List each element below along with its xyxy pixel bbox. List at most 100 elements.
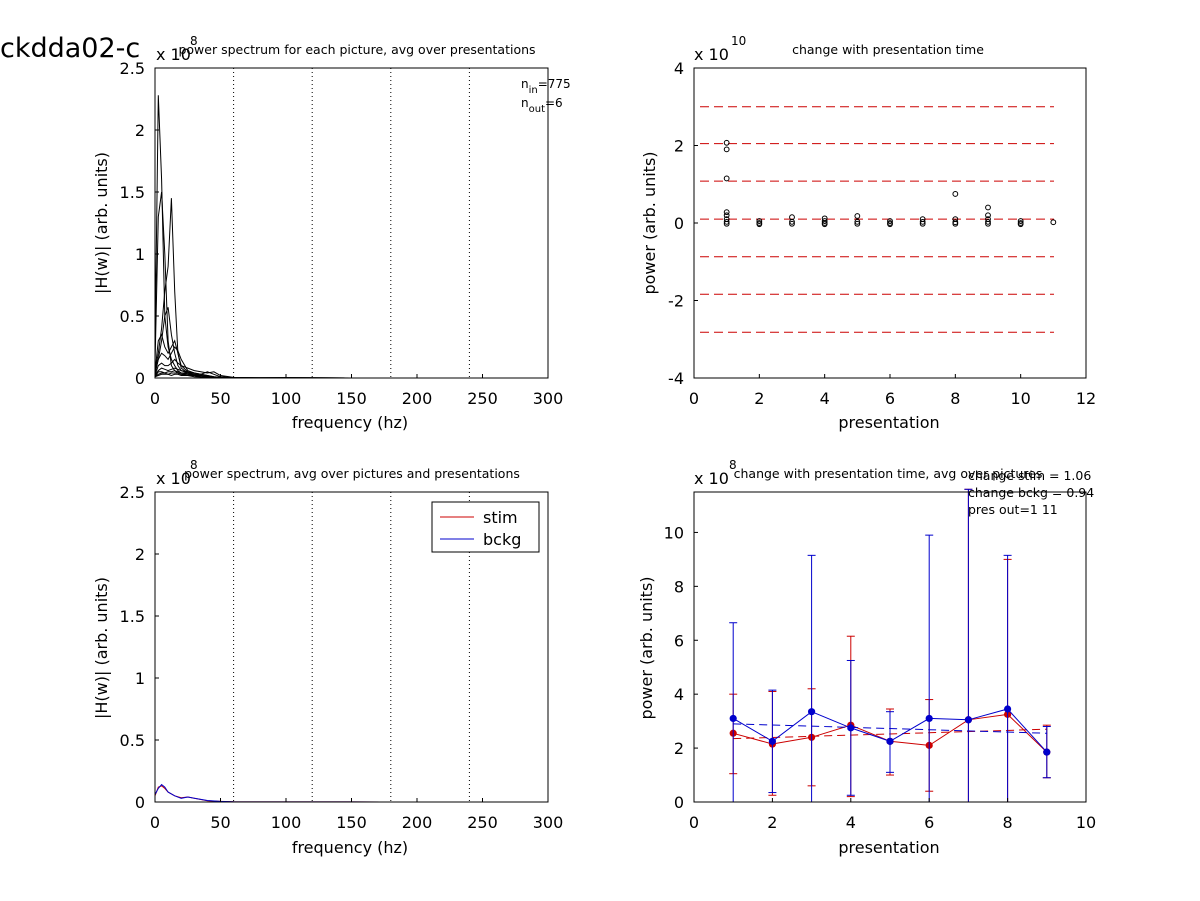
p4-mean-marker-bckg bbox=[1043, 748, 1051, 756]
p4-y-tick-label: 0 bbox=[674, 793, 684, 812]
p2-x-tick-label: 4 bbox=[820, 389, 830, 408]
p2-data-point bbox=[723, 175, 730, 182]
p1-n-in-subscript: in bbox=[529, 85, 538, 96]
p2-y-tick-label: -2 bbox=[668, 292, 684, 311]
p4-y-tick-label: 10 bbox=[664, 523, 684, 542]
p2-data-point bbox=[723, 212, 730, 219]
p4-mean-marker-bckg bbox=[886, 737, 894, 745]
p2-y-axis-label: power (arb. units) bbox=[640, 151, 659, 294]
p4-x-tick-label: 8 bbox=[1003, 813, 1013, 832]
p2-data-point bbox=[723, 139, 730, 146]
p3-y-tick-label: 1 bbox=[135, 669, 145, 688]
p3-x-tick-label: 250 bbox=[467, 813, 498, 832]
p3-x-tick-label: 150 bbox=[336, 813, 367, 832]
p1-x-tick-label: 100 bbox=[271, 389, 302, 408]
p3-legend-box bbox=[431, 501, 540, 553]
p1-x-tick-label: 300 bbox=[533, 389, 564, 408]
p2-data-point bbox=[789, 218, 795, 225]
p3-y-tick-label: 2.5 bbox=[120, 483, 145, 502]
p1-exponent-power: 8 bbox=[190, 34, 198, 48]
p1-y-tick-label: 0.5 bbox=[120, 307, 145, 326]
p1-n-out-label: n bbox=[521, 96, 529, 110]
p4-mean-marker-bckg bbox=[768, 737, 777, 745]
p1-x-ticks: 0 50 100 150 200 250 300 bbox=[150, 374, 563, 408]
p2-data-point bbox=[952, 191, 959, 197]
p2-data-point bbox=[821, 218, 828, 224]
p3-y-tick-label: 0 bbox=[135, 793, 145, 812]
p1-gridlines bbox=[233, 68, 549, 378]
p2-data-point bbox=[723, 220, 730, 227]
p1-axes-frame bbox=[154, 67, 549, 379]
p2-title: change with presentation time bbox=[792, 42, 984, 57]
p2-y-tick-label: 4 bbox=[674, 59, 684, 78]
p1-y-tick-label: 2.5 bbox=[120, 59, 145, 78]
p3-title: power spectrum, avg over pictures and pr… bbox=[184, 466, 520, 481]
p3-legend-bckg-label: bckg bbox=[483, 530, 521, 549]
p1-x-tick-label: 250 bbox=[467, 389, 498, 408]
p2-data-point bbox=[1017, 218, 1024, 224]
p2-reference-lines bbox=[700, 106, 1054, 333]
p1-series-line-6 bbox=[154, 346, 548, 379]
p4-annotation-pres-out: pres out=1 11 bbox=[968, 502, 1058, 517]
p2-y-ticks: -4 -2 0 2 4 bbox=[668, 59, 698, 388]
p3-x-tick-label: 0 bbox=[150, 813, 160, 832]
p3-y-tick-label: 0.5 bbox=[120, 731, 145, 750]
p1-n-in-label: n bbox=[521, 77, 529, 91]
p4-mean-marker-bckg bbox=[1004, 705, 1012, 713]
p3-legend-stim-label: stim bbox=[483, 508, 518, 527]
p3-x-tick-label: 300 bbox=[533, 813, 564, 832]
p4-axes-frame bbox=[693, 491, 1087, 803]
p2-x-tick-label: 10 bbox=[1010, 389, 1030, 408]
p1-n-out-subscript: out bbox=[529, 104, 545, 115]
p2-x-tick-label: 0 bbox=[689, 389, 699, 408]
p2-x-tick-label: 2 bbox=[754, 389, 764, 408]
panel-power-spectrum-each-picture: power spectrum for each picture, avg ove… bbox=[92, 34, 571, 432]
p2-y-tick-label: 0 bbox=[674, 214, 684, 233]
p2-data-point bbox=[919, 220, 926, 227]
p2-data-point bbox=[985, 212, 991, 219]
svg-text:nin=775: nin=775 bbox=[521, 77, 571, 96]
p2-data-point bbox=[985, 218, 991, 225]
p2-x-tick-label: 12 bbox=[1076, 389, 1096, 408]
p1-series-line-4 bbox=[154, 307, 548, 379]
p4-series-group bbox=[729, 488, 1051, 803]
p2-data-point bbox=[723, 209, 730, 216]
p1-y-tick-label: 1.5 bbox=[120, 183, 145, 202]
p4-annotation-change-stim: change stim = 1.06 bbox=[968, 468, 1091, 483]
p2-points-group bbox=[723, 139, 1057, 228]
panel-change-with-presentation-time: change with presentation time x 10 10 0 2… bbox=[640, 34, 1096, 432]
p2-data-point bbox=[854, 218, 861, 225]
p2-exponent-power: 10 bbox=[731, 34, 746, 48]
p2-data-point bbox=[756, 221, 763, 228]
p2-data-point bbox=[985, 220, 991, 227]
p4-annotation-change-bckg: change bckg = 0.94 bbox=[968, 485, 1094, 500]
p2-data-point bbox=[756, 218, 763, 224]
p1-x-tick-label: 0 bbox=[150, 389, 160, 408]
p3-y-tick-label: 2 bbox=[135, 545, 145, 564]
p2-data-point bbox=[985, 204, 991, 211]
p4-x-tick-label: 2 bbox=[767, 813, 777, 832]
figure-title: ckdda02-c bbox=[0, 33, 140, 64]
p1-x-tick-label: 150 bbox=[336, 389, 367, 408]
p4-mean-marker-bckg bbox=[847, 724, 855, 732]
p4-title: change with presentation time, avg over … bbox=[734, 466, 1043, 481]
p4-y-ticks: 0 2 4 6 8 10 bbox=[664, 523, 698, 812]
p1-x-tick-label: 200 bbox=[402, 389, 433, 408]
p2-data-point bbox=[723, 218, 730, 225]
p4-y-tick-label: 2 bbox=[674, 739, 684, 758]
p2-x-ticks: 0 2 4 6 8 10 12 bbox=[689, 374, 1096, 408]
p1-series-line-2 bbox=[154, 191, 548, 379]
p4-mean-marker-bckg bbox=[964, 716, 973, 724]
p1-y-axis-label: |H(w)| (arb. units) bbox=[92, 152, 111, 294]
p1-y-tick-label: 1 bbox=[135, 245, 145, 264]
p4-x-tick-label: 6 bbox=[924, 813, 934, 832]
p2-data-point bbox=[952, 220, 959, 227]
p4-y-tick-label: 8 bbox=[674, 577, 684, 596]
p3-y-axis-label: |H(w)| (arb. units) bbox=[92, 577, 111, 719]
p4-y-tick-label: 6 bbox=[674, 631, 684, 650]
p4-exponent-base: x 10 bbox=[694, 469, 729, 488]
panel-change-avg-over-pictures: change with presentation time, avg over … bbox=[637, 458, 1096, 857]
p2-data-point bbox=[887, 221, 893, 228]
p4-x-tick-label: 4 bbox=[846, 813, 856, 832]
p2-data-point bbox=[854, 220, 861, 227]
